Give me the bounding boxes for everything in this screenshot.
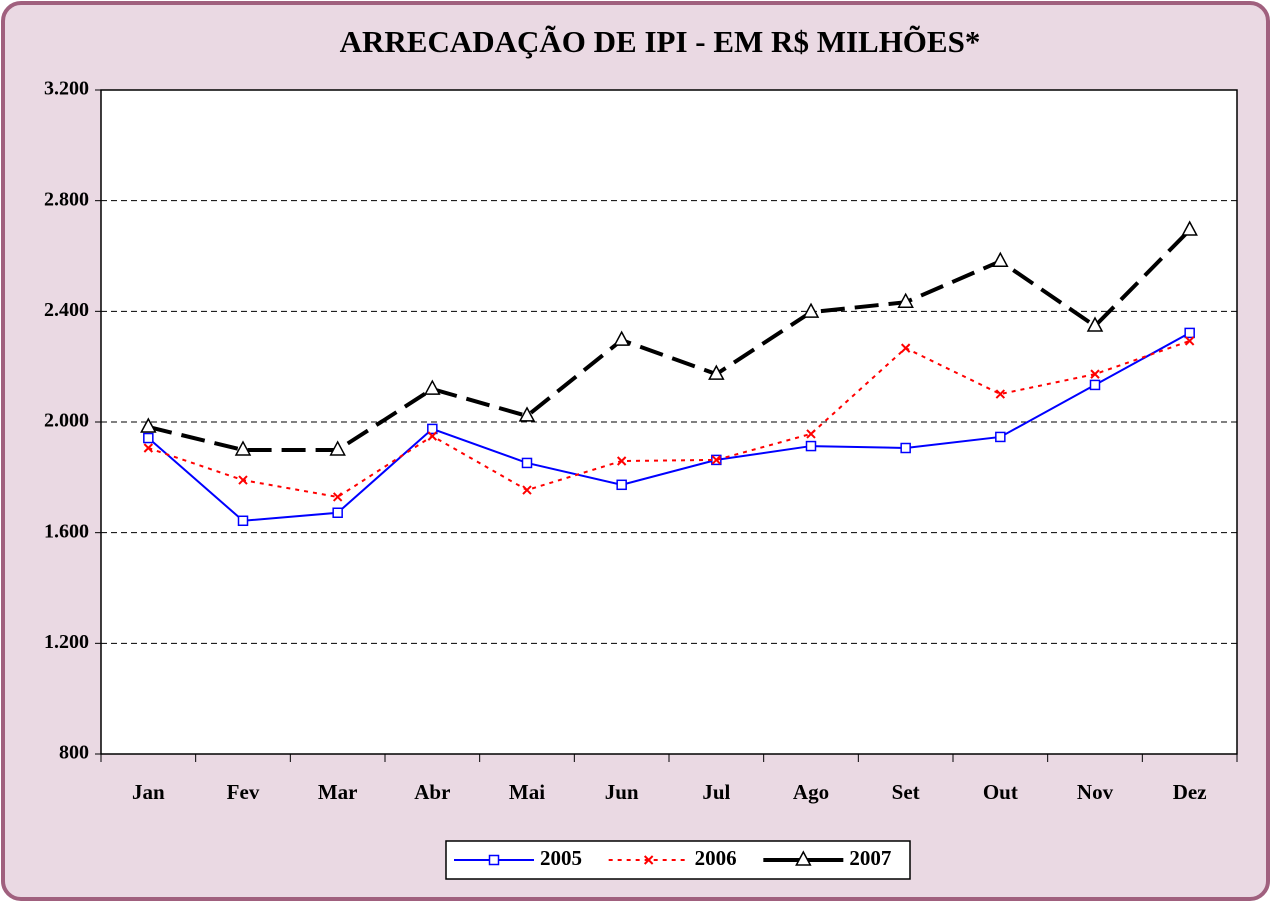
marker: [802, 302, 820, 318]
marker: [424, 379, 441, 395]
marker: [143, 432, 154, 444]
marker: [1184, 327, 1195, 339]
y-tick-label: 3.200: [44, 78, 89, 100]
y-tick-label: 2.000: [44, 410, 89, 432]
marker: [995, 431, 1006, 443]
legend-label: 2005: [540, 846, 582, 870]
marker: [237, 515, 249, 527]
legend-label: 2006: [695, 846, 737, 870]
marker: [711, 455, 722, 465]
y-tick-label: 2.800: [44, 188, 89, 210]
legend-marker: [643, 855, 654, 865]
marker: [518, 406, 536, 422]
marker: [143, 443, 154, 453]
marker: [1089, 379, 1101, 391]
y-tick-label: 1.600: [44, 520, 89, 542]
marker: [1184, 336, 1195, 346]
x-tick-label: Jun: [605, 780, 639, 804]
y-tick-label: 800: [59, 742, 89, 764]
marker: [427, 431, 438, 441]
marker: [897, 292, 914, 308]
x-tick-label: Jan: [132, 780, 165, 804]
marker: [1181, 220, 1198, 236]
marker: [522, 485, 532, 495]
x-tick-label: Fev: [227, 780, 260, 804]
marker: [616, 479, 627, 491]
plot-area: [101, 90, 1237, 754]
x-tick-label: Mar: [318, 780, 358, 804]
x-tick-label: Abr: [414, 780, 450, 804]
marker: [616, 456, 627, 466]
legend-marker: [488, 854, 500, 866]
marker: [332, 492, 343, 502]
marker: [995, 389, 1006, 399]
x-tick-label: Dez: [1173, 780, 1207, 804]
legend-label: 2007: [849, 846, 891, 870]
marker: [140, 417, 157, 433]
x-tick-label: Jul: [702, 780, 730, 804]
marker: [234, 440, 252, 456]
marker: [613, 330, 630, 346]
marker: [708, 364, 725, 380]
series-line: [148, 339, 1191, 499]
x-tick-label: Set: [892, 780, 920, 804]
marker: [1086, 316, 1104, 332]
series-line: [147, 332, 1191, 522]
y-tick-label: 2.400: [44, 299, 89, 321]
y-tick-label: 1.200: [44, 631, 89, 653]
marker: [1090, 369, 1100, 379]
marker: [805, 440, 817, 452]
marker: [900, 343, 911, 353]
marker: [900, 442, 911, 454]
marker: [238, 475, 248, 485]
marker: [992, 251, 1009, 268]
marker: [427, 423, 438, 435]
legend-marker: [795, 850, 812, 866]
x-tick-label: Out: [983, 780, 1018, 804]
marker: [806, 429, 816, 439]
x-tick-label: Nov: [1077, 780, 1114, 804]
x-tick-label: Mai: [509, 780, 545, 804]
chart-title: ARRECADAÇÃO DE IPI - EM R$ MILHÕES*: [340, 24, 981, 59]
marker: [521, 457, 533, 469]
x-tick-label: Ago: [793, 780, 829, 804]
series-line: [147, 228, 1192, 452]
marker: [329, 440, 346, 456]
marker: [332, 507, 343, 518]
